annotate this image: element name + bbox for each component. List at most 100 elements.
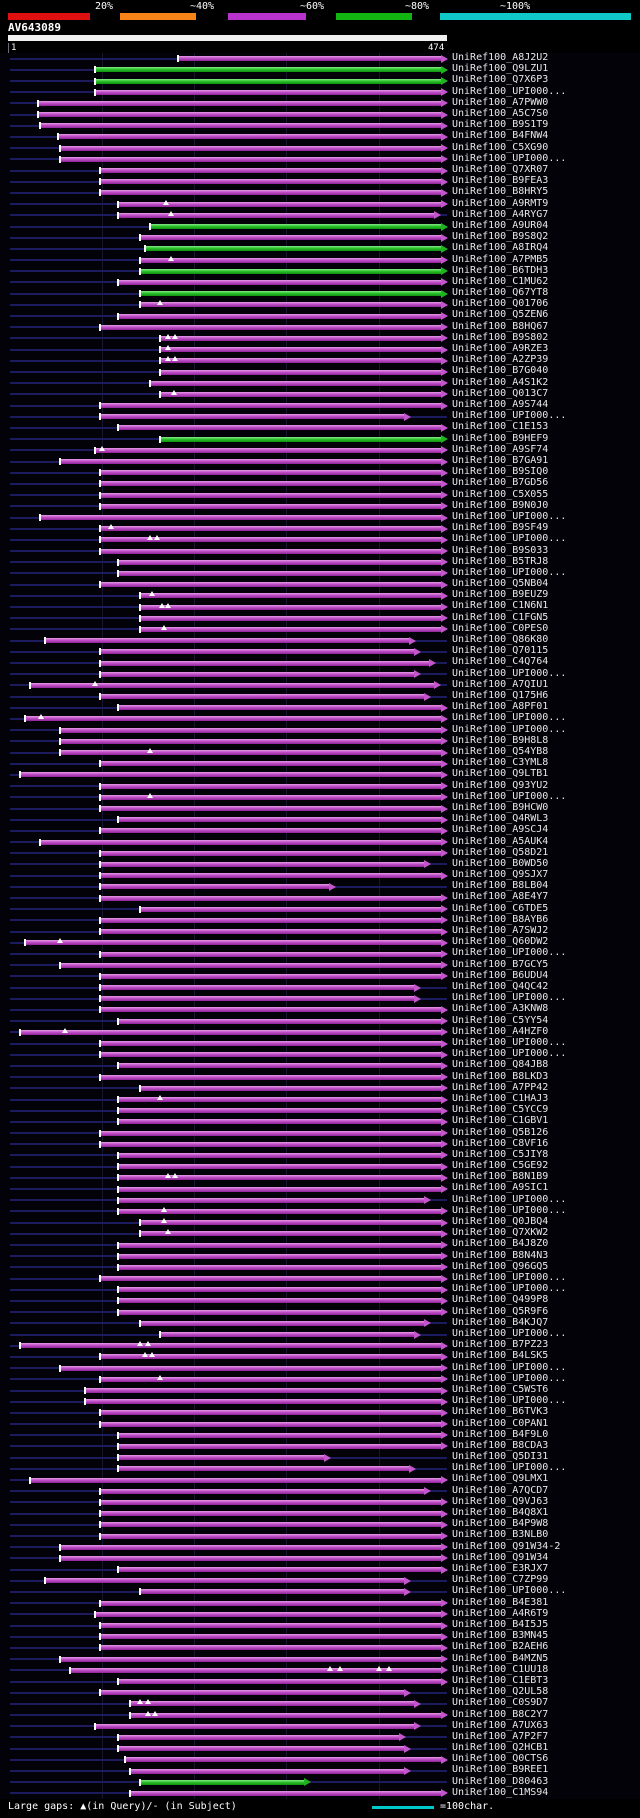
subject-id[interactable]: UniRef100_C5WST6 [452, 1383, 549, 1395]
alignment-arrowhead-icon[interactable] [441, 1643, 448, 1652]
alignment-arrowhead-icon[interactable] [304, 1778, 312, 1787]
subject-id[interactable]: UniRef100_B4J8Z0 [452, 1238, 549, 1250]
alignment-bar[interactable] [30, 682, 434, 688]
alignment-bar[interactable] [99, 929, 441, 935]
alignment-arrowhead-icon[interactable] [441, 1420, 448, 1429]
alignment-bar[interactable] [140, 1085, 441, 1091]
alignment-arrowhead-icon[interactable] [441, 1017, 448, 1026]
subject-id[interactable]: UniRef100_Q0CTS6 [452, 1753, 549, 1765]
alignment-arrowhead-icon[interactable] [441, 99, 448, 108]
subject-id[interactable]: UniRef100_Q9VJ63 [452, 1495, 549, 1507]
alignment-bar[interactable] [99, 694, 425, 700]
subject-id[interactable]: UniRef100_B9FEA3 [452, 175, 549, 187]
subject-id[interactable]: UniRef100_B9N0J0 [452, 499, 549, 511]
subject-id[interactable]: UniRef100_Q91W34 [452, 1551, 549, 1563]
alignment-bar[interactable] [99, 1276, 441, 1282]
alignment-arrowhead-icon[interactable] [441, 1565, 448, 1574]
alignment-bar[interactable] [99, 324, 441, 330]
alignment-bar[interactable] [99, 996, 415, 1002]
alignment-arrowhead-icon[interactable] [441, 1263, 448, 1272]
alignment-bar[interactable] [59, 738, 441, 744]
alignment-arrowhead-icon[interactable] [323, 1453, 331, 1462]
subject-id[interactable]: UniRef100_C1UU18 [452, 1663, 549, 1675]
alignment-bar[interactable] [118, 1567, 441, 1573]
subject-id[interactable]: UniRef100_B9S1T9 [452, 119, 549, 131]
alignment-arrowhead-icon[interactable] [441, 1532, 448, 1540]
subject-id[interactable]: UniRef100_Q5B126 [452, 1126, 549, 1138]
alignment-bar[interactable] [140, 1589, 405, 1595]
alignment-arrowhead-icon[interactable] [441, 479, 448, 488]
alignment-bar[interactable] [70, 1667, 441, 1673]
alignment-arrowhead-icon[interactable] [441, 1140, 448, 1149]
alignment-bar[interactable] [59, 1555, 441, 1561]
subject-id[interactable]: UniRef100_UPI000... [452, 1395, 567, 1407]
alignment-arrowhead-icon[interactable] [441, 558, 448, 567]
subject-id[interactable]: UniRef100_C6TDE5 [452, 902, 549, 914]
alignment-bar[interactable] [59, 1656, 441, 1662]
alignment-bar[interactable] [99, 1499, 441, 1505]
alignment-arrowhead-icon[interactable] [441, 88, 448, 97]
alignment-arrowhead-icon[interactable] [441, 1117, 448, 1126]
alignment-bar[interactable] [99, 414, 404, 420]
alignment-bar[interactable] [99, 951, 441, 957]
alignment-bar[interactable] [99, 660, 429, 666]
alignment-bar[interactable] [59, 1544, 441, 1550]
alignment-bar[interactable] [118, 817, 441, 823]
alignment-arrowhead-icon[interactable] [441, 334, 448, 343]
alignment-arrowhead-icon[interactable] [441, 838, 448, 847]
alignment-bar[interactable] [118, 1242, 441, 1248]
alignment-arrowhead-icon[interactable] [404, 1767, 411, 1775]
alignment-arrowhead-icon[interactable] [441, 737, 448, 746]
alignment-arrowhead-icon[interactable] [441, 65, 448, 74]
alignment-arrowhead-icon[interactable] [441, 345, 448, 354]
alignment-arrowhead-icon[interactable] [441, 1397, 448, 1406]
alignment-bar[interactable] [24, 940, 441, 946]
subject-id[interactable]: UniRef100_A5AUK4 [452, 835, 549, 847]
alignment-arrowhead-icon[interactable] [441, 502, 448, 511]
alignment-arrowhead-icon[interactable] [414, 983, 422, 992]
subject-id[interactable]: UniRef100_UPI000... [452, 1272, 567, 1283]
subject-id[interactable]: UniRef100_B4FNW4 [452, 130, 549, 142]
alignment-arrowhead-icon[interactable] [441, 950, 448, 958]
alignment-bar[interactable] [118, 1108, 441, 1114]
alignment-arrowhead-icon[interactable] [441, 188, 448, 197]
alignment-bar[interactable] [99, 548, 441, 554]
alignment-arrowhead-icon[interactable] [441, 905, 448, 914]
alignment-bar[interactable] [159, 358, 441, 364]
subject-id[interactable]: UniRef100_C1E153 [452, 421, 549, 433]
alignment-bar[interactable] [118, 1455, 324, 1461]
alignment-arrowhead-icon[interactable] [441, 200, 448, 209]
alignment-bar[interactable] [118, 1063, 441, 1069]
alignment-bar[interactable] [149, 224, 441, 229]
alignment-arrowhead-icon[interactable] [441, 1129, 448, 1138]
alignment-arrowhead-icon[interactable] [441, 1610, 448, 1619]
subject-id[interactable]: UniRef100_B4KJQ7 [452, 1316, 549, 1328]
subject-id[interactable]: UniRef100_B8HQ67 [452, 320, 549, 332]
alignment-bar[interactable] [95, 67, 441, 73]
alignment-arrowhead-icon[interactable] [433, 211, 441, 220]
alignment-bar[interactable] [118, 1746, 404, 1752]
subject-id[interactable]: UniRef100_B4I5J5 [452, 1618, 549, 1630]
subject-id[interactable]: UniRef100_C1MS94 [452, 1786, 549, 1798]
alignment-bar[interactable] [30, 1477, 441, 1483]
subject-id[interactable]: UniRef100_C1GBV1 [452, 1115, 549, 1127]
alignment-bar[interactable] [118, 1175, 441, 1181]
subject-id[interactable]: UniRef100_UPI000... [452, 992, 567, 1004]
alignment-arrowhead-icon[interactable] [441, 267, 448, 276]
alignment-bar[interactable] [140, 604, 441, 610]
alignment-arrowhead-icon[interactable] [441, 144, 448, 153]
subject-id[interactable]: UniRef100_Q58D21 [452, 846, 549, 858]
alignment-arrowhead-icon[interactable] [441, 938, 448, 947]
alignment-arrowhead-icon[interactable] [441, 580, 448, 589]
subject-id[interactable]: UniRef100_C1HAJ3 [452, 1092, 549, 1104]
alignment-bar[interactable] [84, 1399, 441, 1405]
subject-id[interactable]: UniRef100_Q4RWL3 [452, 813, 549, 825]
alignment-bar[interactable] [99, 1354, 441, 1360]
alignment-bar[interactable] [140, 302, 441, 308]
alignment-arrowhead-icon[interactable] [441, 1061, 448, 1070]
subject-id[interactable]: UniRef100_A2ZP39 [452, 354, 549, 366]
alignment-bar[interactable] [99, 917, 441, 923]
alignment-bar[interactable] [118, 201, 441, 207]
alignment-arrowhead-icon[interactable] [441, 972, 448, 981]
subject-id[interactable]: UniRef100_A7P2F7 [452, 1730, 549, 1742]
